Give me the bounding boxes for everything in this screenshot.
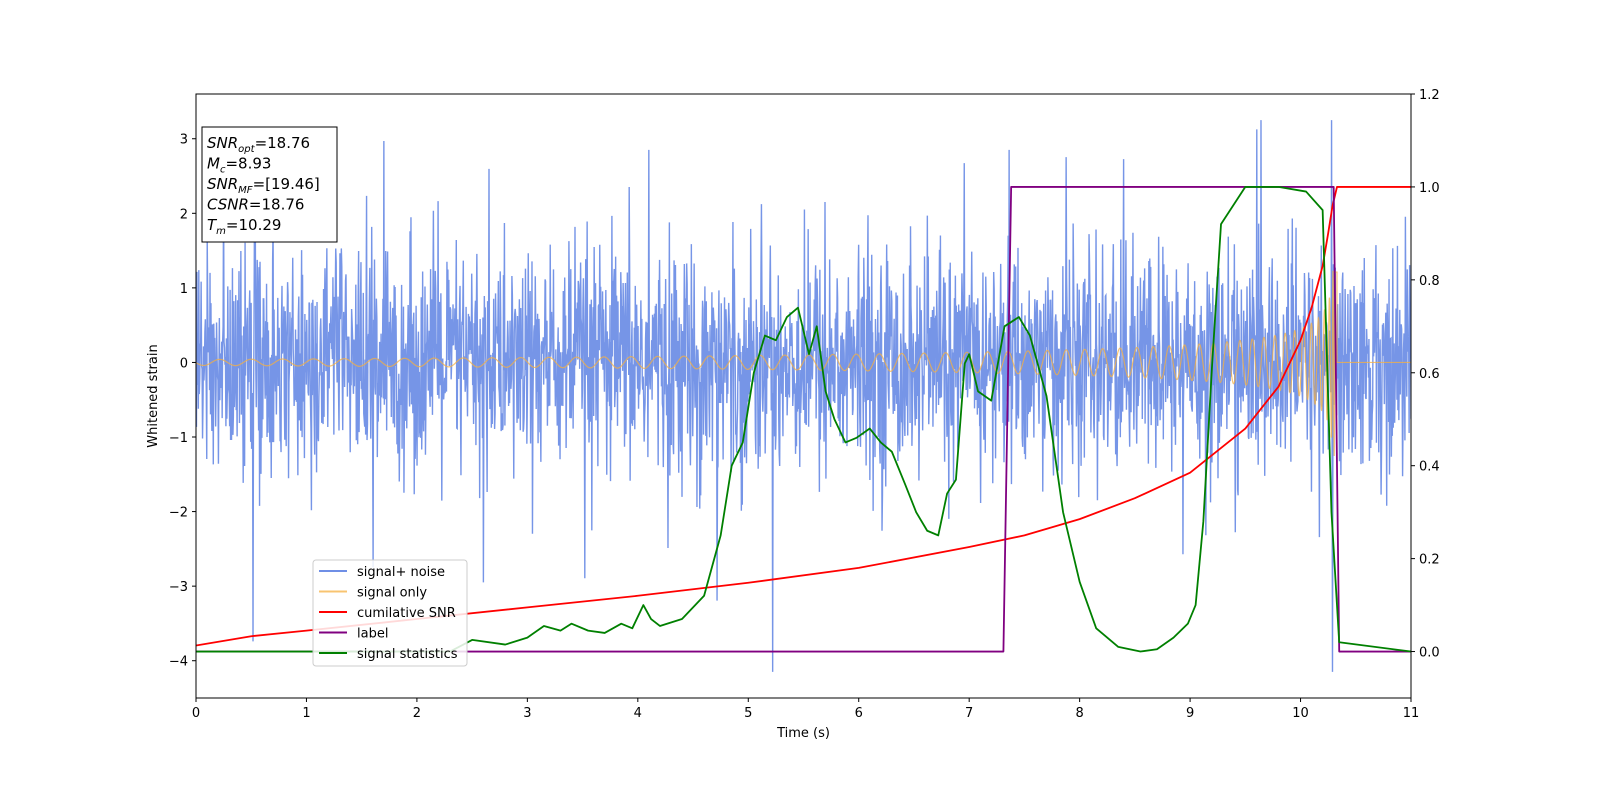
- y2-tick-label: 0.8: [1419, 274, 1440, 289]
- info-box-frame: [201, 126, 338, 243]
- y2-tick-label: 1.2: [1419, 88, 1440, 103]
- info-box-line: Tm=10.29: [207, 216, 281, 237]
- x-tick-label: 8: [1075, 706, 1083, 721]
- x-tick-label: 7: [965, 706, 973, 721]
- legend-label: signal+ noise: [357, 565, 445, 580]
- x-axis-title: Time (s): [776, 726, 830, 741]
- info-box-line: SNRMF=[19.46]: [207, 175, 320, 196]
- x-tick-label: 0: [192, 706, 200, 721]
- y-tick-label: −3: [169, 580, 188, 595]
- y2-tick-label: 1.0: [1419, 181, 1440, 196]
- series-line-signal-only: [196, 270, 1411, 456]
- series-line-cumilative-snr: [196, 186, 1411, 647]
- info-box-line: CSNR=18.76: [207, 196, 304, 214]
- info-box-line: SNRopt=18.76: [207, 134, 310, 155]
- y-tick-label: −1: [169, 431, 188, 446]
- x-tick-label: 3: [523, 706, 531, 721]
- series-line-signal-statistics: [196, 186, 1411, 653]
- x-tick-label: 2: [413, 706, 421, 721]
- info-box-line: Mc=8.93: [207, 155, 271, 176]
- x-tick-label: 5: [744, 706, 752, 721]
- legend: signal+ noise signal only cumilative SNR la…: [312, 559, 468, 667]
- x-tick-label: 9: [1186, 706, 1194, 721]
- legend-label: cumilative SNR: [357, 606, 456, 621]
- legend-frame: [312, 559, 468, 667]
- y-tick-label: 2: [180, 207, 188, 222]
- series-line-label: [196, 186, 1411, 653]
- x-tick-label: 1: [302, 706, 310, 721]
- plot-area: [196, 120, 1411, 672]
- x-tick-label: 4: [634, 706, 642, 721]
- legend-label: label: [357, 627, 388, 642]
- y2-tick-label: 0.4: [1419, 460, 1440, 475]
- y2-tick-label: 0.0: [1419, 646, 1440, 661]
- info-box: SNRopt=18.76Mc=8.93SNRMF=[19.46]CSNR=18.…: [201, 126, 338, 243]
- legend-label: signal only: [357, 586, 427, 601]
- y-tick-label: −4: [169, 655, 188, 670]
- y2-tick-label: 0.6: [1419, 367, 1440, 382]
- y2-tick-label: 0.2: [1419, 553, 1440, 568]
- legend-label: signal statistics: [357, 647, 458, 662]
- y-axis-title: Whitened strain: [146, 344, 161, 447]
- series-line-signal-plus-noise: [196, 120, 1411, 672]
- x-tick-label: 6: [855, 706, 863, 721]
- x-tick-label: 10: [1292, 706, 1309, 721]
- x-tick-label: 11: [1403, 706, 1420, 721]
- y-tick-label: 0: [180, 356, 188, 371]
- y-tick-label: 3: [180, 133, 188, 148]
- plot-frame: [195, 93, 1412, 699]
- axes: 0 1 2 3 4 5 6 7 8 9 10 11 −4 −3 −2 −1 0 1 2 3 0.0 0.2 0.4 0.6 0.…: [169, 88, 1440, 721]
- y-tick-label: 1: [180, 282, 188, 297]
- y-tick-label: −2: [169, 506, 188, 521]
